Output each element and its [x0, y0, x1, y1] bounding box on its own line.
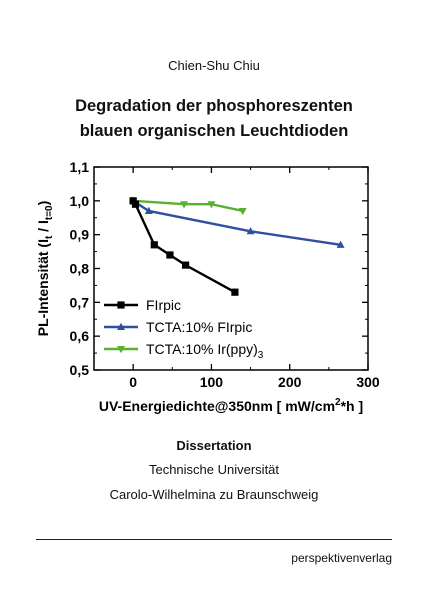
y-tick-label: 0,8 [70, 261, 90, 277]
data-point [336, 240, 345, 248]
x-tick-label: 0 [129, 374, 137, 390]
series-line [132, 200, 236, 294]
series-line [133, 199, 243, 213]
data-point [131, 200, 140, 208]
book-title-line-2: blauen organischen Leuchtdioden [79, 122, 349, 140]
x-tick-label: 100 [200, 374, 224, 390]
degradation-chart: 0 100 200 300 0,5 0,6 0,7 0,8 0,9 1,0 1,1 UV-Energi… [35, 159, 380, 414]
data-point [231, 288, 239, 296]
y-tick-label: 0,9 [70, 227, 90, 243]
legend-label: FIrpic [146, 297, 181, 313]
data-point [181, 261, 190, 269]
data-point [150, 241, 158, 249]
y-axis-label: PL-Intensität (It / It=0) [35, 201, 55, 337]
data-point [144, 206, 153, 214]
x-tick-label: 300 [356, 374, 380, 390]
series-2 [129, 196, 345, 248]
legend-entry-3: TCTA:10% Ir(ppy)3 [104, 341, 264, 361]
legend-marker [117, 301, 125, 309]
y-tick-label: 1,0 [70, 193, 90, 209]
y-tick-label: 1,1 [70, 159, 90, 175]
x-tick-label: 200 [278, 374, 302, 390]
legend-marker [117, 346, 125, 354]
document-type: Dissertation [176, 438, 252, 453]
data-point [238, 207, 247, 216]
university-line-1: Technische Universität [148, 462, 280, 477]
legend-label: TCTA:10% Ir(ppy)3 [146, 341, 264, 361]
data-point [180, 201, 189, 209]
legend-marker [117, 322, 125, 330]
book-title: Degradation der phosphoreszenten blauen … [0, 94, 428, 144]
data-point [246, 227, 255, 235]
legend-label: TCTA:10% FIrpic [146, 319, 252, 335]
y-tick-label: 0,7 [70, 294, 90, 310]
y-tick-label: 0,6 [70, 328, 90, 344]
y-tick-label: 0,5 [70, 362, 90, 378]
data-point [166, 251, 174, 259]
book-title-line-1: Degradation der phosphoreszenten [75, 97, 353, 115]
divider [36, 539, 392, 540]
university-line-2: Carolo-Wilhelmina zu Braunschweig [109, 487, 319, 502]
author-name: Chien-Shu Chiu [168, 58, 260, 73]
legend-entry-2: TCTA:10% FIrpic [104, 319, 252, 335]
x-axis-label: UV-Energiedichte@350nm [ mW/cm2*h ] [99, 397, 363, 414]
data-point [207, 201, 216, 209]
series-1 [129, 197, 239, 296]
legend-entry-1: FIrpic [104, 297, 181, 313]
publisher-name: perspektivenverlag [291, 551, 392, 565]
series-line [132, 199, 341, 247]
